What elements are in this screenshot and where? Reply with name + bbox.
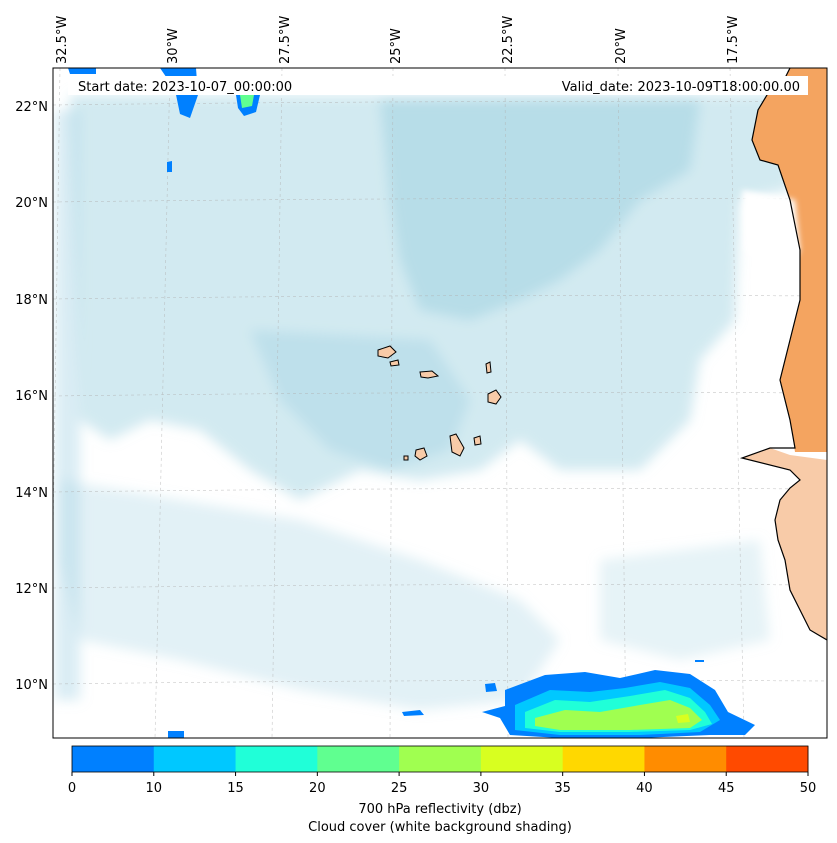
valid-date-label: Valid_date: 2023-10-09T18:00:00.00	[562, 80, 800, 95]
cloud-core-center	[250, 330, 470, 470]
lon-label: 22.5°W	[501, 16, 516, 64]
colorbar-tick-label: 30	[473, 781, 490, 796]
african-coast	[739, 68, 827, 641]
map-plot-area: Start date: 2023-10-07_00:00:00 Valid_da…	[53, 68, 827, 738]
cape-verde-islands	[377, 345, 502, 461]
start-date-label: Start date: 2023-10-07_00:00:00	[78, 80, 292, 95]
colorbar-tick-label: 20	[309, 781, 326, 796]
colorbar-tick-label: 35	[554, 781, 571, 796]
cloud-band-west	[55, 110, 80, 700]
land-sahara	[752, 68, 827, 452]
island-boa-vista	[487, 389, 502, 405]
land-west-africa	[742, 448, 827, 640]
coastline	[739, 68, 827, 641]
lat-label: 18°N	[15, 293, 48, 308]
colorbar-segment	[480, 746, 564, 772]
island-fogo	[414, 447, 428, 461]
reflectivity-bottom-left	[168, 731, 184, 738]
colorbar-ticks: 0 10 15 20 25 30 35 40 45 50	[68, 772, 816, 796]
reflectivity-south-25	[535, 700, 702, 730]
colorbar-segment	[562, 746, 645, 772]
colorbar-segment	[399, 746, 482, 772]
island-sal	[485, 361, 492, 374]
island-santo-antao	[377, 345, 397, 359]
colorbar-segments	[72, 746, 809, 772]
colorbar-segment	[644, 746, 727, 772]
colorbar-tick-label: 40	[636, 781, 653, 796]
gridlines	[53, 68, 827, 738]
colorbar-segment	[235, 746, 318, 772]
island-sao-nicolau	[419, 370, 440, 379]
colorbar-tick-label: 45	[718, 781, 735, 796]
cloud-core-north	[380, 100, 700, 320]
land-white-patch	[742, 190, 800, 290]
colorbar-sublabel: Cloud cover (white background shading)	[308, 820, 572, 835]
cloud-band-south	[60, 480, 560, 710]
reflectivity-shading	[68, 68, 755, 738]
colorbar-tick-label: 25	[391, 781, 408, 796]
lon-label: 32.5°W	[55, 16, 70, 64]
colorbar-segment	[72, 746, 155, 772]
lat-label: 10°N	[15, 678, 48, 693]
reflectivity-dot-east	[695, 660, 704, 662]
island-maio	[473, 435, 482, 446]
colorbar-segment	[317, 746, 400, 772]
reflectivity-south-30	[676, 714, 690, 723]
colorbar-segment	[726, 746, 809, 772]
reflectivity-north-right-core	[240, 95, 254, 108]
lat-label: 14°N	[15, 486, 48, 501]
lat-label: 22°N	[15, 100, 48, 115]
colorbar-label: 700 hPa reflectivity (dbz)	[358, 802, 521, 817]
lon-label: 30°W	[166, 28, 181, 64]
colorbar-segment	[153, 746, 237, 772]
colorbar-frame	[71, 745, 809, 773]
colorbar-tick-label: 0	[68, 781, 76, 796]
reflectivity-southwest-small	[402, 710, 424, 716]
lat-label: 20°N	[15, 196, 48, 211]
island-santiago	[449, 433, 465, 457]
lon-label: 17.5°W	[726, 16, 741, 64]
reflectivity-dot-west	[167, 161, 172, 172]
colorbar-tick-label: 10	[146, 781, 163, 796]
lon-label: 20°W	[614, 28, 629, 64]
lon-label: 27.5°W	[278, 16, 293, 64]
colorbar: 0 10 15 20 25 30 35 40 45 50 700 hPa reflectivity…	[68, 745, 816, 835]
colorbar-tick-label: 50	[800, 781, 817, 796]
island-sao-vicente	[389, 359, 400, 367]
cloud-band-east-south	[600, 540, 770, 660]
latitude-labels: 22°N 20°N 18°N 16°N 14°N 12°N 10°N	[15, 100, 48, 693]
map-frame	[52, 67, 828, 739]
reflectivity-north-left	[68, 68, 96, 74]
reflectivity-west-dot	[485, 683, 497, 692]
island-brava	[403, 455, 409, 461]
lat-label: 16°N	[15, 389, 48, 404]
info-strip	[68, 76, 808, 95]
cloud-cover-shading	[55, 95, 790, 710]
colorbar-tick-label: 15	[227, 781, 244, 796]
lat-label: 12°N	[15, 582, 48, 597]
lon-label: 25°W	[389, 28, 404, 64]
longitude-labels: 32.5°W 30°W 27.5°W 25°W 22.5°W 20°W 17.5…	[55, 16, 741, 64]
